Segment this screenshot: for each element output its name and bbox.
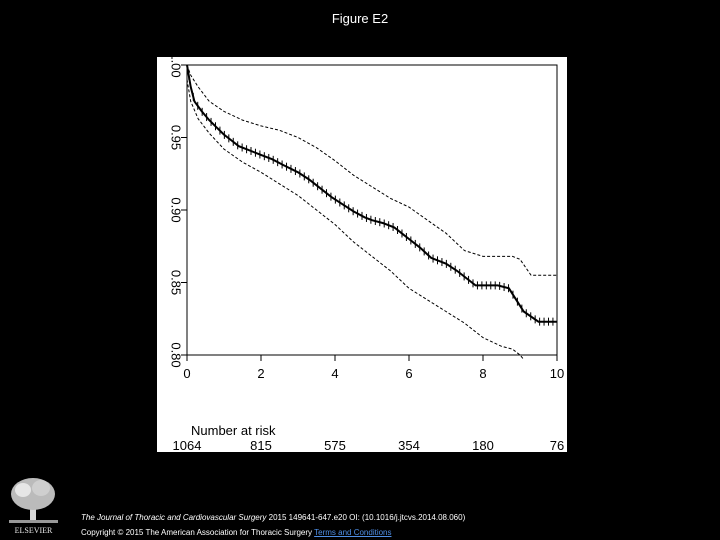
risk-count: 815 — [250, 438, 272, 452]
risk-count: 354 — [398, 438, 420, 452]
upper-ci-line — [186, 64, 557, 276]
plot-frame — [186, 64, 558, 356]
x-tick-label: 0 — [183, 366, 190, 381]
chart-axes: 0 2 4 6 8 10 0.80 0.85 0.90 0.95 1.00 — [169, 57, 565, 381]
risk-count: 180 — [472, 438, 494, 452]
lower-ci-line — [186, 79, 525, 360]
y-tick-label: 0.95 — [169, 125, 184, 150]
censor-marks — [188, 71, 554, 326]
copyright: Copyright © 2015 The American Associatio… — [81, 528, 392, 537]
citation: The Journal of Thoracic and Cardiovascul… — [81, 513, 465, 522]
slide-title: Figure E2 — [331, 11, 389, 26]
risk-table-title: Number at risk — [191, 423, 276, 438]
figure-panel: 0 2 4 6 8 10 0.80 0.85 0.90 0.95 1.00 Number at ri… — [157, 57, 567, 452]
risk-count: 575 — [324, 438, 346, 452]
y-tick-label: 1.00 — [169, 57, 184, 78]
x-tick-label: 4 — [331, 366, 338, 381]
terms-link[interactable]: Terms and Conditions — [314, 528, 392, 537]
risk-count: 1064 — [173, 438, 202, 452]
y-tick-label: 0.90 — [169, 197, 184, 222]
elsevier-logo: ELSEVIER — [5, 474, 62, 536]
risk-count: 76 — [550, 438, 564, 452]
y-tick-label: 0.80 — [169, 342, 184, 367]
elsevier-logo-text: ELSEVIER — [15, 526, 53, 535]
x-tick-label: 2 — [257, 366, 264, 381]
chart-lines — [186, 64, 557, 360]
x-tick-label: 8 — [479, 366, 486, 381]
survival-chart: 0 2 4 6 8 10 0.80 0.85 0.90 0.95 1.00 Number at ri… — [169, 57, 565, 452]
survival-estimate-line — [186, 64, 557, 323]
x-tick-label: 10 — [550, 366, 564, 381]
y-tick-label: 0.85 — [169, 270, 184, 295]
x-tick-label: 6 — [405, 366, 412, 381]
citation-rest: 2015 149641-647.e20 OI: (10.1016/j.jtcvs… — [266, 513, 466, 522]
copyright-text: Copyright © 2015 The American Associatio… — [81, 528, 315, 537]
citation-journal: The Journal of Thoracic and Cardiovascul… — [81, 513, 267, 522]
